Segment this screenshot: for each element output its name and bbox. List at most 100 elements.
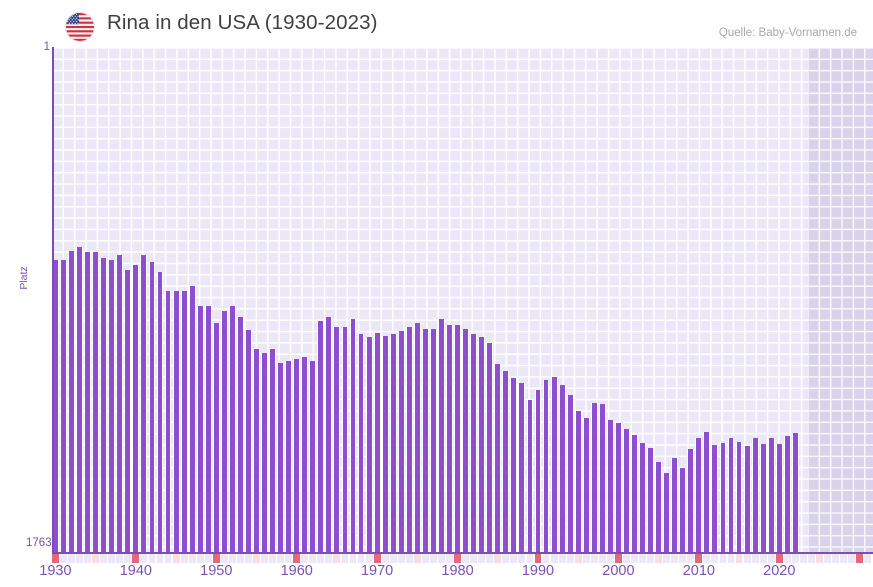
bar[interactable]	[695, 438, 703, 552]
bar[interactable]	[76, 246, 83, 552]
bar[interactable]	[60, 259, 67, 552]
bar[interactable]	[253, 348, 260, 552]
bar[interactable]	[164, 291, 172, 552]
bar[interactable]	[293, 358, 301, 552]
x-axis-tick-label: 1940	[119, 563, 152, 579]
bar[interactable]	[124, 269, 132, 552]
bar[interactable]	[462, 328, 470, 552]
bar[interactable]	[655, 461, 663, 552]
bar[interactable]	[735, 441, 743, 552]
bar[interactable]	[614, 423, 622, 552]
bar[interactable]	[679, 467, 687, 552]
bar[interactable]	[309, 360, 317, 552]
bar[interactable]	[196, 306, 204, 552]
bar[interactable]	[277, 362, 285, 552]
bar[interactable]	[526, 399, 534, 552]
bar[interactable]	[494, 364, 502, 552]
bar[interactable]	[92, 251, 100, 552]
bar[interactable]	[775, 443, 783, 552]
bar[interactable]	[228, 306, 236, 552]
bar[interactable]	[325, 316, 333, 552]
bar[interactable]	[590, 402, 598, 552]
bar[interactable]	[606, 419, 614, 552]
bar[interactable]	[188, 286, 196, 552]
tick-swatch-year	[687, 554, 695, 563]
bar[interactable]	[502, 370, 510, 552]
bar[interactable]	[558, 384, 566, 552]
bar[interactable]	[767, 437, 775, 552]
bar[interactable]	[759, 444, 767, 552]
bar[interactable]	[582, 418, 590, 552]
bar[interactable]	[156, 271, 164, 552]
bar[interactable]	[245, 329, 252, 552]
bar[interactable]	[791, 433, 799, 552]
bar[interactable]	[446, 324, 453, 552]
bar[interactable]	[220, 310, 228, 552]
bar[interactable]	[518, 383, 526, 552]
bar[interactable]	[269, 348, 277, 552]
bar[interactable]	[751, 437, 759, 552]
tick-swatch-half-decade	[816, 554, 823, 563]
bar[interactable]	[317, 321, 325, 552]
bar[interactable]	[438, 318, 445, 552]
tick-swatch-year	[558, 554, 566, 563]
bar[interactable]	[566, 395, 574, 552]
bar[interactable]	[84, 251, 92, 552]
tick-swatch-year	[236, 554, 244, 563]
bar[interactable]	[478, 336, 486, 552]
chart-header: Rina in den USA (1930-2023) Quelle: Baby…	[0, 0, 873, 48]
bar[interactable]	[357, 333, 365, 552]
bar[interactable]	[373, 332, 381, 552]
bar[interactable]	[743, 445, 751, 552]
bar[interactable]	[116, 254, 124, 552]
bar[interactable]	[341, 326, 349, 552]
bar[interactable]	[389, 333, 397, 552]
bar[interactable]	[703, 432, 711, 552]
bar[interactable]	[639, 443, 646, 552]
bar[interactable]	[647, 447, 655, 552]
bar[interactable]	[108, 259, 116, 552]
bar[interactable]	[140, 254, 148, 552]
bar[interactable]	[285, 360, 293, 552]
bar[interactable]	[421, 328, 429, 552]
bar[interactable]	[236, 316, 244, 552]
bar[interactable]	[172, 291, 180, 552]
bar[interactable]	[510, 378, 518, 552]
bar[interactable]	[687, 449, 695, 552]
tick-swatch-year	[848, 554, 856, 563]
bar[interactable]	[349, 318, 357, 552]
tick-swatch-year	[164, 554, 172, 563]
bar[interactable]	[534, 389, 542, 552]
bar[interactable]	[719, 443, 727, 552]
bar[interactable]	[405, 326, 413, 552]
bar[interactable]	[100, 257, 108, 552]
bar[interactable]	[301, 356, 309, 552]
bar[interactable]	[663, 473, 671, 552]
bar[interactable]	[454, 324, 461, 552]
bar[interactable]	[727, 438, 735, 552]
bar[interactable]	[470, 333, 478, 552]
bar[interactable]	[550, 376, 558, 552]
bar[interactable]	[783, 436, 791, 552]
bar[interactable]	[148, 261, 156, 552]
bar[interactable]	[397, 330, 405, 552]
bar[interactable]	[631, 435, 638, 552]
bar[interactable]	[574, 411, 582, 552]
bar[interactable]	[486, 343, 494, 552]
bar[interactable]	[365, 336, 373, 552]
bar[interactable]	[711, 445, 719, 552]
bar[interactable]	[180, 291, 188, 552]
bar[interactable]	[68, 250, 75, 552]
bar[interactable]	[333, 326, 341, 552]
bar[interactable]	[542, 380, 550, 552]
bar[interactable]	[132, 264, 140, 552]
bar[interactable]	[623, 429, 630, 552]
bar[interactable]	[430, 328, 437, 552]
bar[interactable]	[598, 404, 606, 552]
bar[interactable]	[261, 352, 268, 552]
bar[interactable]	[413, 322, 421, 552]
bar[interactable]	[671, 457, 679, 552]
bar[interactable]	[204, 306, 212, 552]
bar[interactable]	[212, 322, 220, 552]
bar[interactable]	[381, 335, 389, 552]
